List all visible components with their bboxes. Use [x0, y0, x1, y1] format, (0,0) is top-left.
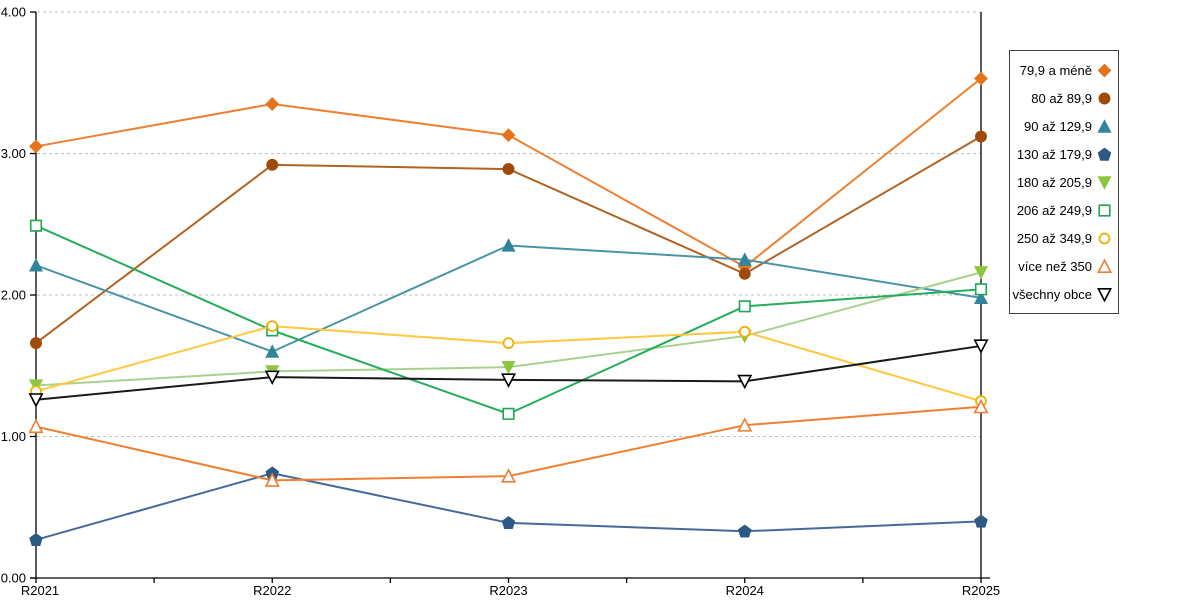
circle-marker-icon	[975, 130, 987, 143]
legend-label: více než 350	[1018, 258, 1092, 274]
diamond-marker-icon	[1097, 63, 1112, 77]
circle-marker-icon	[266, 320, 279, 332]
triangle-down-marker-icon	[973, 266, 989, 280]
y-tick-label: 4.00	[1, 5, 26, 20]
y-tick-label: 1.00	[1, 429, 26, 444]
series-1	[30, 130, 987, 350]
legend-item: 130 až 179,9	[1012, 140, 1112, 168]
x-tick-label: R2024	[726, 583, 764, 598]
diamond-marker-icon	[501, 128, 516, 143]
triangle-down-marker-icon	[737, 374, 753, 390]
triangle-down-marker-icon	[1097, 175, 1112, 190]
legend-label: 180 až 205,9	[1016, 174, 1092, 190]
diamond-marker-icon	[974, 71, 988, 86]
legend-item: 206 až 249,9	[1012, 196, 1112, 224]
legend-square-open-icon	[1098, 203, 1111, 217]
legend-item: 180 až 205,9	[1012, 168, 1112, 196]
legend-triangle-down-icon	[1097, 175, 1112, 190]
circle-marker-icon	[266, 158, 279, 171]
pentagon-marker-icon	[29, 532, 43, 546]
triangle-up-marker-icon	[28, 258, 44, 272]
triangle-down-marker-icon	[501, 360, 516, 375]
triangle-up-marker-icon	[264, 472, 280, 487]
diamond-marker-icon	[29, 139, 43, 154]
y-tick-label: 0.00	[1, 571, 26, 586]
legend-item: 250 až 349,9	[1012, 224, 1112, 252]
triangle-up-marker-icon	[1097, 258, 1112, 273]
legend-pentagon-icon	[1097, 147, 1112, 161]
triangle-up-marker-icon	[501, 238, 516, 252]
square-marker-icon	[1098, 203, 1111, 217]
triangle-up-marker-icon	[500, 468, 517, 483]
pentagon-marker-icon	[501, 515, 516, 530]
circle-marker-icon	[1098, 92, 1111, 104]
legend-circle-icon	[1098, 92, 1111, 104]
square-marker-icon	[29, 219, 43, 232]
square-marker-icon	[738, 300, 751, 313]
pentagon-marker-icon	[974, 514, 988, 528]
triangle-up-marker-icon	[737, 252, 752, 266]
circle-marker-icon	[502, 337, 515, 349]
series-7	[28, 398, 989, 487]
x-tick-label: R2021	[21, 583, 59, 598]
x-tick-label: R2025	[962, 583, 1000, 598]
x-tick-label: R2022	[253, 583, 291, 598]
legend-item: 79,9 a méně	[1012, 56, 1112, 84]
legend-label: 90 až 129,9	[1024, 118, 1092, 134]
triangle-up-marker-icon	[265, 344, 280, 358]
series-8	[28, 339, 989, 408]
chart-legend: 79,9 a méně 80 až 89,9 90 až 129,9 130 až 1…	[1009, 50, 1119, 314]
circle-marker-icon	[502, 163, 515, 176]
diamond-marker-icon	[265, 97, 280, 111]
legend-item: 90 až 129,9	[1012, 112, 1112, 140]
triangle-down-marker-icon	[264, 370, 280, 386]
legend-circle-open-icon	[1098, 232, 1111, 244]
x-tick-label: R2023	[489, 583, 527, 598]
triangle-down-marker-icon	[500, 373, 517, 388]
legend-label: 79,9 a méně	[1019, 62, 1092, 78]
legend-item: 80 až 89,9	[1012, 84, 1112, 112]
triangle-down-marker-icon	[28, 393, 44, 408]
series-5	[29, 219, 988, 420]
legend-item: všechny obce	[1012, 280, 1112, 308]
series-line	[35, 472, 982, 541]
triangle-down-marker-icon	[1097, 287, 1112, 302]
legend-triangle-up-open-icon	[1097, 258, 1112, 273]
circle-marker-icon	[738, 267, 751, 280]
legend-label: 206 až 249,9	[1016, 202, 1092, 218]
series-2	[28, 238, 989, 358]
triangle-down-marker-icon	[973, 339, 989, 354]
circle-marker-icon	[1098, 232, 1111, 244]
triangle-up-marker-icon	[737, 417, 753, 432]
circle-marker-icon	[30, 337, 42, 350]
legend-label: 250 až 349,9	[1016, 230, 1092, 246]
legend-label: 80 až 89,9	[1031, 90, 1092, 106]
triangle-up-marker-icon	[1097, 118, 1112, 133]
pentagon-marker-icon	[737, 524, 752, 538]
pentagon-marker-icon	[1097, 147, 1112, 161]
circle-marker-icon	[738, 325, 751, 338]
legend-triangle-up-icon	[1097, 118, 1112, 133]
triangle-up-marker-icon	[973, 398, 989, 414]
y-tick-label: 2.00	[1, 288, 26, 303]
legend-label: všechny obce	[1012, 286, 1093, 302]
legend-triangle-down-open-icon	[1097, 287, 1112, 302]
y-tick-label: 3.00	[1, 146, 26, 161]
square-marker-icon	[502, 407, 515, 420]
legend-diamond-icon	[1097, 63, 1112, 77]
legend-item: více než 350	[1012, 252, 1112, 280]
triangle-up-marker-icon	[973, 290, 989, 305]
triangle-up-marker-icon	[28, 418, 44, 434]
legend-label: 130 až 179,9	[1016, 146, 1092, 162]
square-marker-icon	[974, 283, 988, 296]
series-4	[28, 266, 989, 393]
